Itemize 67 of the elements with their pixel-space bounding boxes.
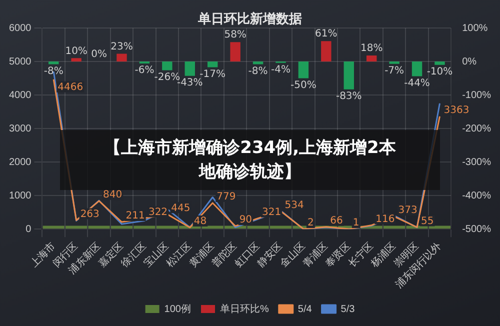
data-label: -8%: [248, 66, 268, 77]
data-label: 779: [216, 192, 236, 203]
data-label: 90: [239, 214, 252, 226]
data-label: -7%: [384, 65, 404, 76]
y-tick-label: 2000: [8, 156, 32, 168]
data-label: 322: [148, 206, 168, 218]
data-label: 445: [171, 202, 190, 214]
data-label: 3363: [444, 104, 470, 116]
y2-tick-label: -500%: [462, 224, 492, 235]
y-tick-label: 4000: [8, 90, 32, 101]
legend-label: 5/3: [340, 304, 356, 315]
y-tick-label: 5000: [8, 56, 32, 68]
data-label: 4466: [58, 82, 84, 94]
data-label: 116: [376, 214, 395, 225]
bar: [252, 62, 264, 64]
bar: [116, 54, 127, 62]
bar: [48, 62, 59, 64]
chart-title: 单日环比新增数据: [198, 12, 302, 27]
bar: [344, 62, 354, 90]
y-tick-label: 1000: [8, 190, 32, 202]
data-label: -83%: [336, 90, 362, 102]
data-label: 48: [194, 216, 207, 228]
data-label: 61%: [315, 28, 338, 40]
data-label: 55: [421, 216, 434, 227]
legend-label: 5/4: [298, 304, 312, 315]
y-tick-label: 6000: [8, 22, 32, 34]
bar: [230, 42, 240, 62]
bar: [207, 62, 218, 68]
bar: [321, 41, 332, 62]
y2-tick-label: -100%: [462, 90, 492, 101]
y2-tick-label: 100%: [462, 22, 488, 34]
data-label: 211: [126, 210, 145, 222]
data-label: 321: [262, 206, 282, 218]
data-label: 23%: [110, 41, 133, 52]
data-label: 18%: [360, 43, 383, 54]
bar: [412, 62, 422, 76]
y2-tick-label: -300%: [462, 156, 492, 168]
data-label: 1: [352, 218, 360, 229]
data-label: -50%: [290, 80, 316, 91]
data-label: -8%: [44, 66, 64, 77]
data-label: 373: [398, 205, 418, 216]
data-label: -10%: [426, 66, 453, 78]
y2-tick-label: -200%: [462, 123, 492, 134]
bar: [71, 58, 82, 62]
data-label: 0%: [91, 49, 107, 60]
data-label: 66: [330, 215, 343, 226]
legend-label: 单日环比%: [220, 302, 269, 315]
y-tick-label: 0: [26, 224, 32, 235]
y2-tick-label: -400%: [462, 190, 492, 202]
data-label: 58%: [224, 30, 246, 41]
data-label: 10%: [65, 46, 88, 57]
bar: [434, 62, 445, 65]
bar: [162, 62, 172, 70]
y2-tick-label: 0%: [462, 56, 477, 68]
data-label: -17%: [200, 68, 226, 80]
data-label: 263: [80, 208, 100, 220]
data-label: 534: [284, 200, 304, 211]
bar: [298, 62, 309, 78]
data-label: 840: [103, 190, 122, 201]
data-label: -44%: [404, 78, 430, 89]
y-tick-label: 3000: [8, 123, 32, 134]
bar: [184, 62, 195, 76]
data-label: -6%: [134, 65, 154, 76]
legend-label: 100例: [164, 304, 191, 315]
data-label: 2: [307, 218, 314, 229]
bar: [366, 55, 377, 62]
data-label: -4%: [271, 64, 290, 76]
